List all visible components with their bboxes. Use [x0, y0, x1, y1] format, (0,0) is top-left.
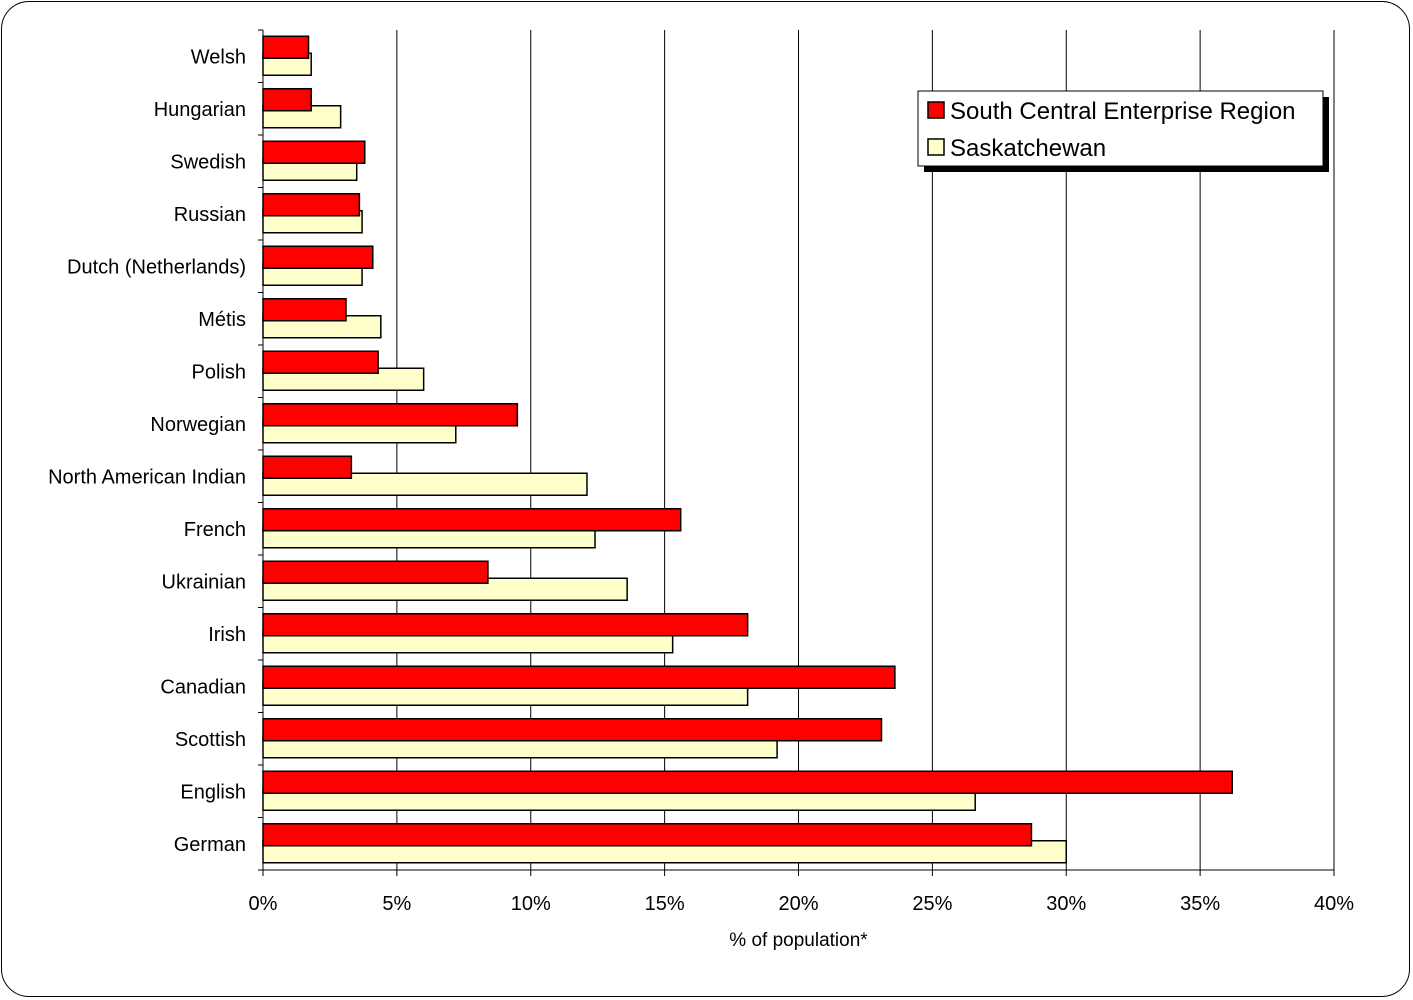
legend-swatch: [927, 101, 945, 119]
category-label: French: [184, 519, 246, 541]
category-label: Russian: [174, 204, 246, 226]
bar-south-central: [262, 298, 347, 322]
bar-south-central: [262, 718, 883, 742]
x-tick-label: 20%: [778, 893, 818, 915]
bar-south-central: [262, 140, 366, 164]
category-label: Norwegian: [150, 414, 246, 436]
category-label: Canadian: [160, 676, 246, 698]
bar-south-central: [262, 508, 682, 532]
x-tick-label: 35%: [1180, 893, 1220, 915]
x-tick-label: 10%: [511, 893, 551, 915]
category-label: Swedish: [170, 151, 246, 173]
bar-south-central: [262, 613, 749, 637]
category-label: Irish: [208, 624, 246, 646]
bar-south-central: [262, 455, 353, 479]
x-tick-label: 15%: [645, 893, 685, 915]
bar-south-central: [262, 245, 374, 269]
x-tick-label: 0%: [249, 893, 278, 915]
bar-south-central: [262, 350, 379, 374]
category-label: North American Indian: [48, 466, 246, 488]
bar-south-central: [262, 193, 361, 217]
x-tick-label: 40%: [1314, 893, 1354, 915]
x-tick-label: 5%: [382, 893, 411, 915]
legend-label: Saskatchewan: [950, 135, 1106, 162]
category-label: Métis: [198, 309, 246, 331]
bar-south-central: [262, 403, 519, 427]
category-label: German: [174, 834, 246, 856]
legend-swatch: [927, 138, 945, 156]
category-label: Ukrainian: [162, 571, 246, 593]
legend-label: South Central Enterprise Region: [950, 98, 1296, 125]
category-label: Polish: [192, 361, 246, 383]
bar-south-central: [262, 560, 489, 584]
category-label: Hungarian: [154, 99, 246, 121]
category-label: Scottish: [175, 729, 246, 751]
category-label: Welsh: [191, 46, 246, 68]
bar-south-central: [262, 35, 310, 59]
bar-south-central: [262, 770, 1234, 794]
x-tick-label: 30%: [1046, 893, 1086, 915]
category-label: English: [180, 781, 246, 803]
bar-south-central: [262, 665, 896, 689]
x-tick-label: 25%: [912, 893, 952, 915]
bar-south-central: [262, 88, 312, 112]
legend-box: [917, 90, 1324, 167]
x-axis-title: % of population*: [729, 930, 868, 951]
bar-south-central: [262, 823, 1033, 847]
category-label: Dutch (Netherlands): [67, 256, 246, 278]
